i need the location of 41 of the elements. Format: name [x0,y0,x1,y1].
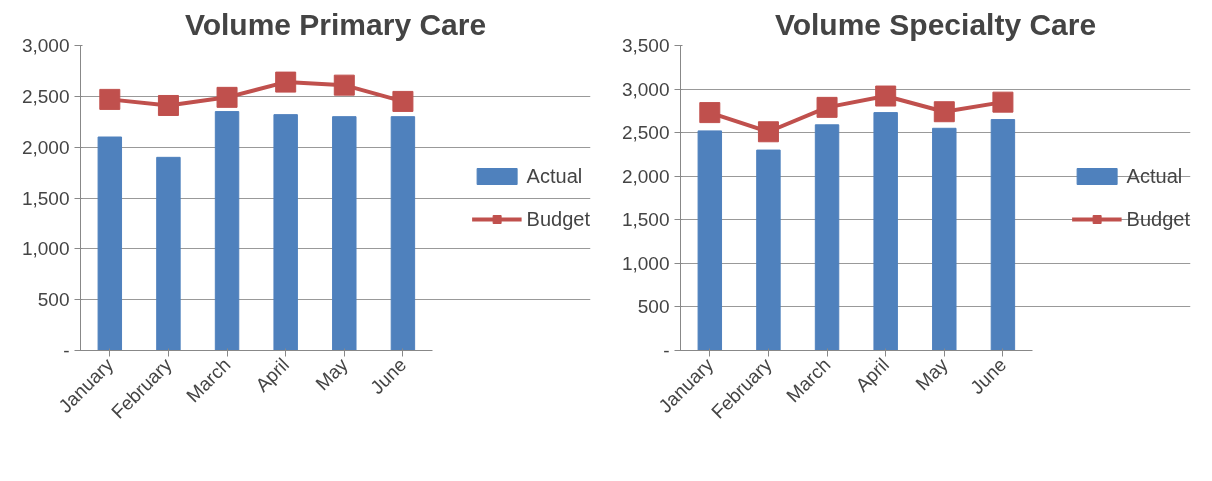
bar [814,124,840,351]
bar [214,111,240,351]
point [816,96,838,118]
bar [97,136,123,351]
legend-label: Budget [1126,207,1190,231]
y-tick-label: 1,000 [21,238,70,260]
y-tick-label: 2,500 [621,122,670,144]
legend-label: Actual [1126,164,1183,188]
point [699,102,721,124]
bar [756,149,781,351]
y-tick-label: 2,000 [21,136,70,158]
y-tick-label: - [663,340,670,361]
legend-label: Actual [526,164,583,188]
chart-title: Volume Specialty Care [774,7,1097,41]
bar [390,116,416,351]
point [875,85,897,107]
y-tick-label: 3,500 [621,35,670,56]
point [933,101,955,123]
x-tick-label: May [911,353,953,395]
bar [932,127,957,351]
y-tick-label: 1,500 [621,209,670,231]
y-tick-label: 2,500 [21,85,70,107]
y-tick-label: 3,000 [21,35,70,56]
y-tick-label: 3,000 [621,78,670,100]
bar [873,112,898,351]
point [992,91,1014,113]
bar [156,156,181,351]
legend-label: Budget [526,207,590,231]
y-tick-label: 2,000 [621,165,670,187]
y-tick-label: 500 [37,289,70,311]
y-tick-label: 1,000 [621,252,670,274]
x-tick-label: May [311,353,353,395]
y-tick-label: 1,500 [21,187,70,209]
bar [332,116,357,351]
bar [990,119,1016,351]
bar [697,130,723,351]
y-tick-label: 500 [637,296,670,318]
chart-title: Volume Primary Care [184,7,487,41]
point [757,121,779,143]
y-tick-label: - [63,340,70,361]
bar [273,114,298,351]
